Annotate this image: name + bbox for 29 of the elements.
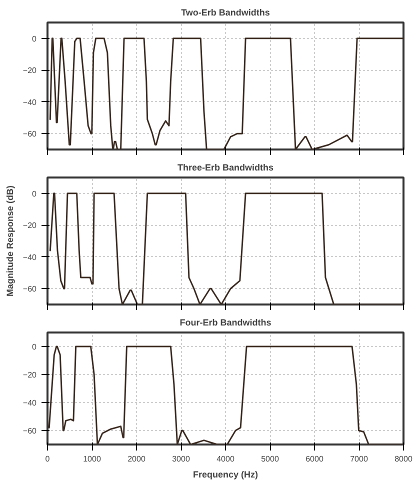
y-tick-label: −40 bbox=[22, 98, 38, 107]
x-tick-label: 6000 bbox=[306, 454, 324, 464]
line-series bbox=[49, 38, 404, 150]
y-tick-label: 0 bbox=[32, 342, 38, 352]
line-series bbox=[48, 346, 404, 444]
y-tick-label: −40 bbox=[22, 252, 38, 262]
y-tick-label: −60 bbox=[22, 284, 38, 294]
y-tick-label: −40 bbox=[22, 398, 38, 408]
y-tick-label: −20 bbox=[22, 221, 38, 230]
y-tick-label: −60 bbox=[22, 426, 38, 436]
x-tick-label: 4000 bbox=[216, 454, 235, 464]
x-tick-label: 0 bbox=[45, 454, 50, 464]
y-tick-label: −20 bbox=[22, 370, 38, 380]
chart-title: Three-Erb Bandwidths bbox=[177, 162, 274, 172]
x-tick-label: 3000 bbox=[172, 454, 190, 464]
x-tick-label: 7000 bbox=[350, 454, 368, 464]
chart-title: Four-Erb Bandwidths bbox=[180, 318, 272, 328]
y-tick-label: 0 bbox=[32, 189, 38, 198]
x-axis-title: Frequency (Hz) bbox=[192, 470, 258, 480]
x-tick-label: 8000 bbox=[394, 454, 413, 464]
x-tick-label: 2000 bbox=[128, 454, 146, 464]
x-tick-label: 1000 bbox=[83, 454, 102, 464]
y-tick-label: 0 bbox=[32, 34, 38, 44]
chart-title: Two-Erb Bandwidths bbox=[181, 8, 270, 18]
y-tick-label: −60 bbox=[22, 130, 38, 139]
y-axis-title: Magnitude Response (dB) bbox=[4, 185, 15, 296]
line-series bbox=[49, 192, 404, 304]
y-tick-label: −20 bbox=[22, 66, 38, 76]
x-tick-label: 5000 bbox=[261, 454, 280, 464]
